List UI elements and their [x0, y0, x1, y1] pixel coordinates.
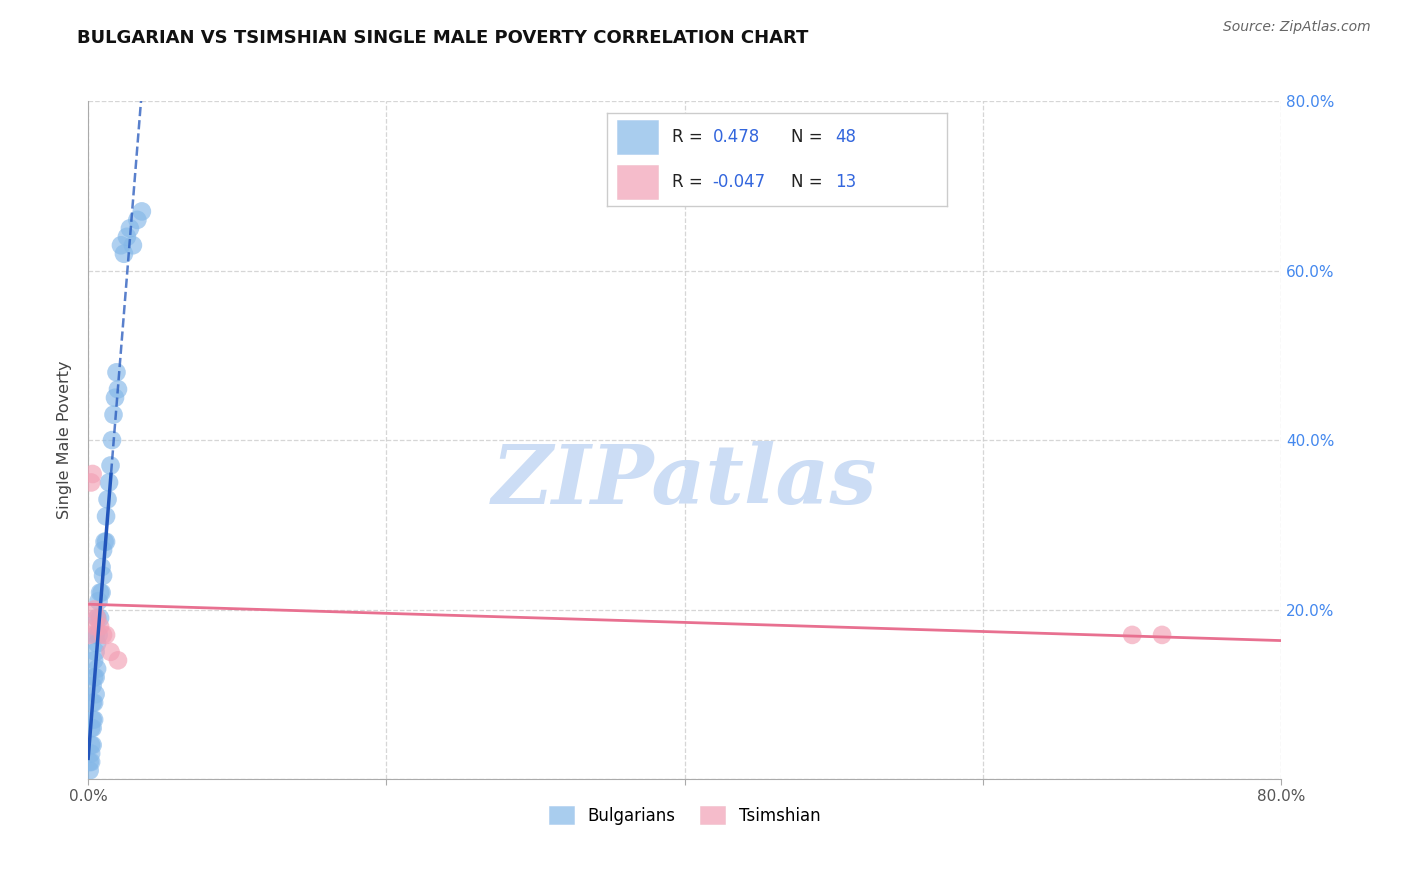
- Point: [89, 585, 111, 599]
- Point: [90, 585, 112, 599]
- Legend: Bulgarians, Tsimshian: Bulgarians, Tsimshian: [543, 799, 827, 831]
- Point: [79, 755, 101, 769]
- Point: [131, 204, 153, 219]
- Point: [80, 721, 103, 735]
- Point: [1121, 628, 1143, 642]
- Point: [82, 738, 104, 752]
- Point: [83, 670, 105, 684]
- Text: BULGARIAN VS TSIMSHIAN SINGLE MALE POVERTY CORRELATION CHART: BULGARIAN VS TSIMSHIAN SINGLE MALE POVER…: [77, 29, 808, 47]
- Point: [89, 611, 111, 625]
- Point: [83, 696, 105, 710]
- Point: [80, 755, 103, 769]
- Point: [83, 713, 105, 727]
- Point: [127, 212, 149, 227]
- Point: [79, 628, 101, 642]
- Point: [112, 246, 135, 260]
- Point: [87, 628, 110, 642]
- Text: ZIPatlas: ZIPatlas: [492, 441, 877, 521]
- Point: [89, 619, 111, 633]
- Point: [83, 602, 105, 616]
- Point: [1152, 628, 1174, 642]
- Point: [91, 568, 114, 582]
- Point: [107, 653, 129, 667]
- Point: [86, 611, 108, 625]
- Point: [84, 687, 107, 701]
- Point: [82, 679, 104, 693]
- Point: [101, 433, 124, 447]
- Y-axis label: Single Male Poverty: Single Male Poverty: [58, 361, 72, 519]
- Point: [80, 738, 103, 752]
- Point: [94, 509, 117, 524]
- Point: [122, 238, 145, 252]
- Point: [91, 628, 114, 642]
- Point: [105, 365, 128, 379]
- Point: [100, 645, 122, 659]
- Point: [107, 382, 129, 396]
- Point: [90, 560, 112, 574]
- Point: [84, 670, 107, 684]
- Text: Source: ZipAtlas.com: Source: ZipAtlas.com: [1223, 20, 1371, 34]
- Point: [87, 594, 110, 608]
- Point: [82, 721, 104, 735]
- Point: [80, 747, 103, 761]
- Point: [103, 408, 125, 422]
- Point: [84, 645, 107, 659]
- Point: [100, 458, 122, 473]
- Point: [82, 713, 104, 727]
- Point: [86, 636, 108, 650]
- Point: [94, 534, 117, 549]
- Point: [98, 475, 121, 490]
- Point: [82, 696, 104, 710]
- Point: [83, 653, 105, 667]
- Point: [115, 229, 138, 244]
- Point: [91, 543, 114, 558]
- Point: [96, 492, 118, 507]
- Point: [80, 475, 103, 490]
- Point: [110, 238, 132, 252]
- Point: [86, 662, 108, 676]
- Point: [86, 611, 108, 625]
- Point: [118, 221, 141, 235]
- Point: [104, 391, 127, 405]
- Point: [82, 467, 104, 481]
- Point: [93, 534, 115, 549]
- Point: [79, 764, 101, 778]
- Point: [84, 619, 107, 633]
- Point: [94, 628, 117, 642]
- Point: [84, 628, 107, 642]
